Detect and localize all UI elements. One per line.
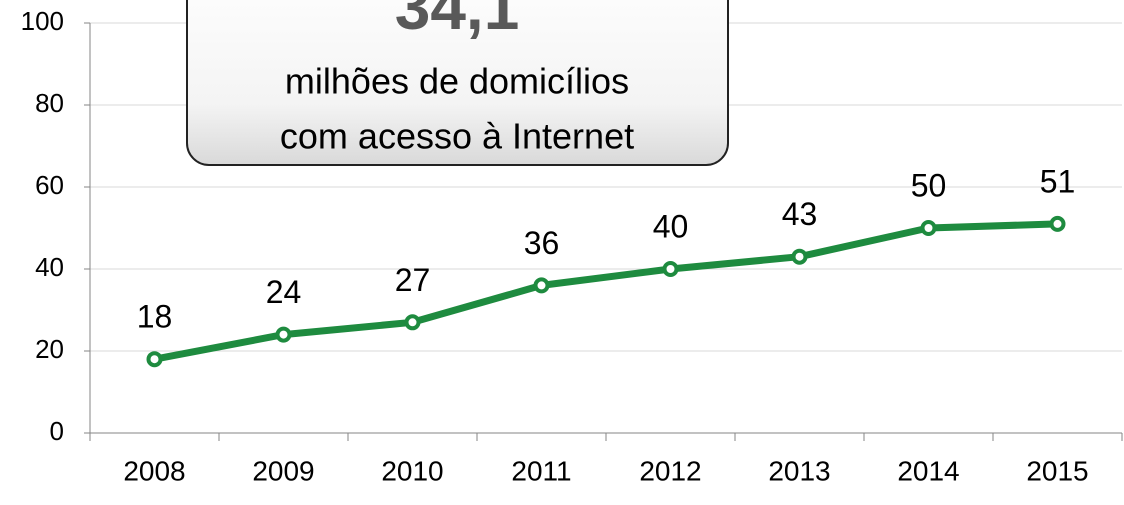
data-label: 36 (524, 225, 560, 261)
point (146, 351, 163, 368)
callout: 34,1 milhões de domicílios com acesso à … (186, 0, 729, 166)
x-tick-label: 2008 (123, 455, 185, 486)
y-tick-label: 60 (35, 170, 64, 200)
callout-line: com acesso à Internet (280, 116, 634, 157)
x-tick-label: 2011 (511, 455, 571, 486)
point (404, 314, 421, 331)
point (1049, 215, 1066, 232)
data-label: 43 (782, 196, 818, 232)
data-label: 18 (137, 299, 173, 335)
x-tick-label: 2010 (381, 455, 443, 486)
callout-line: milhões de domicílios (285, 61, 629, 102)
x-tick-label: 2013 (768, 455, 830, 486)
y-tick-label: 80 (35, 88, 64, 118)
data-label: 27 (395, 262, 431, 298)
x-tick-label: 2015 (1026, 455, 1088, 486)
y-tick-label: 40 (35, 252, 64, 282)
point (920, 220, 937, 236)
data-label: 40 (653, 208, 689, 244)
data-label: 51 (1040, 163, 1076, 199)
x-tick-label: 2009 (252, 455, 314, 486)
callout-value: 34,1 (395, 0, 520, 43)
point (662, 261, 679, 277)
line-series (153, 220, 1058, 363)
point (533, 277, 550, 294)
data-label: 24 (266, 274, 302, 310)
y-tick-label: 20 (35, 334, 64, 364)
data-label: 50 (911, 167, 947, 203)
point (275, 326, 292, 343)
plot-area: 0 20 40 60 80 100 2008 2009 2010 2011 2012 2013 2014… (21, 6, 1123, 486)
callout-box (186, 0, 729, 166)
y-tick-label: 100 (21, 6, 64, 36)
y-tick-label: 0 (50, 416, 64, 446)
point (791, 248, 808, 265)
x-tick-label: 2014 (897, 455, 959, 486)
x-tick-label: 2012 (639, 455, 701, 486)
